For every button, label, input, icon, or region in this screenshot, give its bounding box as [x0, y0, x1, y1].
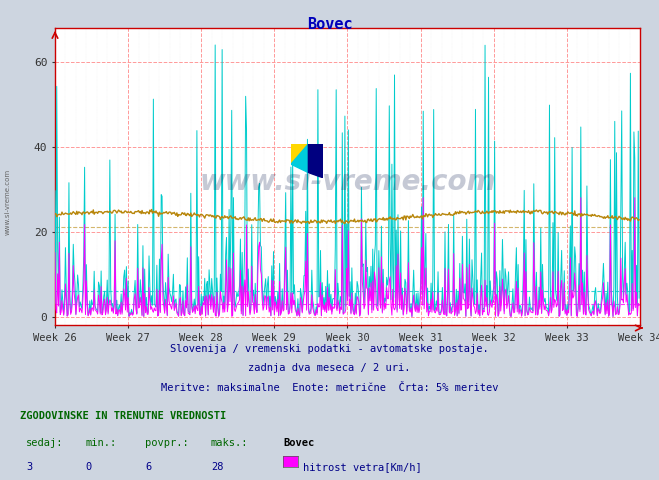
Text: ZGODOVINSKE IN TRENUTNE VREDNOSTI: ZGODOVINSKE IN TRENUTNE VREDNOSTI — [20, 411, 226, 421]
Text: 6: 6 — [145, 462, 151, 472]
Text: hitrost vetra[Km/h]: hitrost vetra[Km/h] — [303, 462, 422, 472]
Text: povpr.:: povpr.: — [145, 438, 188, 448]
Text: Slovenija / vremenski podatki - avtomatske postaje.: Slovenija / vremenski podatki - avtomats… — [170, 344, 489, 354]
Text: www.si-vreme.com: www.si-vreme.com — [5, 168, 11, 235]
Text: www.si-vreme.com: www.si-vreme.com — [199, 168, 496, 196]
Polygon shape — [291, 144, 308, 164]
Text: maks.:: maks.: — [211, 438, 248, 448]
Polygon shape — [308, 144, 323, 178]
Text: Bovec: Bovec — [306, 17, 353, 32]
Text: sedaj:: sedaj: — [26, 438, 64, 448]
Text: Meritve: maksimalne  Enote: metrične  Črta: 5% meritev: Meritve: maksimalne Enote: metrične Črta… — [161, 383, 498, 393]
Text: 28: 28 — [211, 462, 223, 472]
Text: 3: 3 — [26, 462, 32, 472]
Text: Bovec: Bovec — [283, 438, 314, 448]
Text: zadnja dva meseca / 2 uri.: zadnja dva meseca / 2 uri. — [248, 363, 411, 373]
Text: 0: 0 — [86, 462, 92, 472]
Text: min.:: min.: — [86, 438, 117, 448]
Polygon shape — [291, 144, 308, 173]
